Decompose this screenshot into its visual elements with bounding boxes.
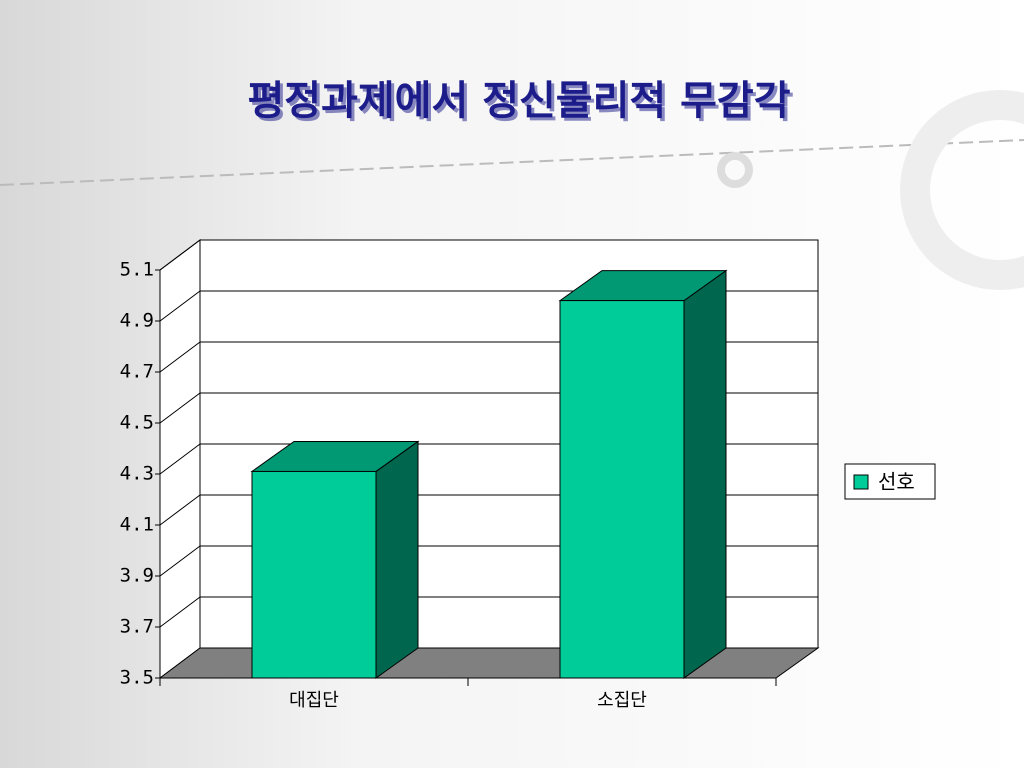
legend: 선호 [844, 463, 936, 500]
y-tick-label: 3.7 [120, 616, 154, 638]
grid-line [159, 443, 201, 475]
title-shadow: 평정과제에서 정신물리적 무감각 [250, 81, 793, 127]
bar [559, 300, 685, 679]
y-tick-label: 4.7 [120, 361, 154, 383]
grid-line [159, 290, 201, 322]
x-tick-label: 대집단 [289, 690, 339, 711]
legend-label: 선호 [878, 470, 915, 494]
y-tick-label: 4.5 [120, 412, 154, 434]
grid-line [159, 239, 201, 271]
bar-side [375, 440, 419, 679]
grid-line [159, 596, 201, 628]
grid-line [159, 545, 201, 577]
y-tick-label: 4.9 [120, 310, 154, 332]
y-tick-label: 3.9 [120, 565, 154, 587]
grid-line [159, 392, 201, 424]
bar [251, 470, 377, 679]
legend-swatch [853, 474, 869, 490]
x-tick-label: 소집단 [597, 690, 647, 711]
decor-circle [717, 152, 753, 188]
y-tick-label: 4.1 [120, 514, 154, 536]
chart-title: 평정과제에서 정신물리적 무감각 [247, 78, 790, 124]
y-tick-label: 5.1 [120, 259, 154, 281]
grid-line [159, 341, 201, 373]
legend-box [844, 463, 936, 500]
y-tick-label: 3.5 [120, 667, 154, 689]
decor-circle [900, 90, 1024, 290]
grid-line [159, 494, 201, 526]
bar-side [683, 269, 727, 679]
y-tick-label: 4.3 [120, 463, 154, 485]
decor-line [0, 139, 1024, 186]
